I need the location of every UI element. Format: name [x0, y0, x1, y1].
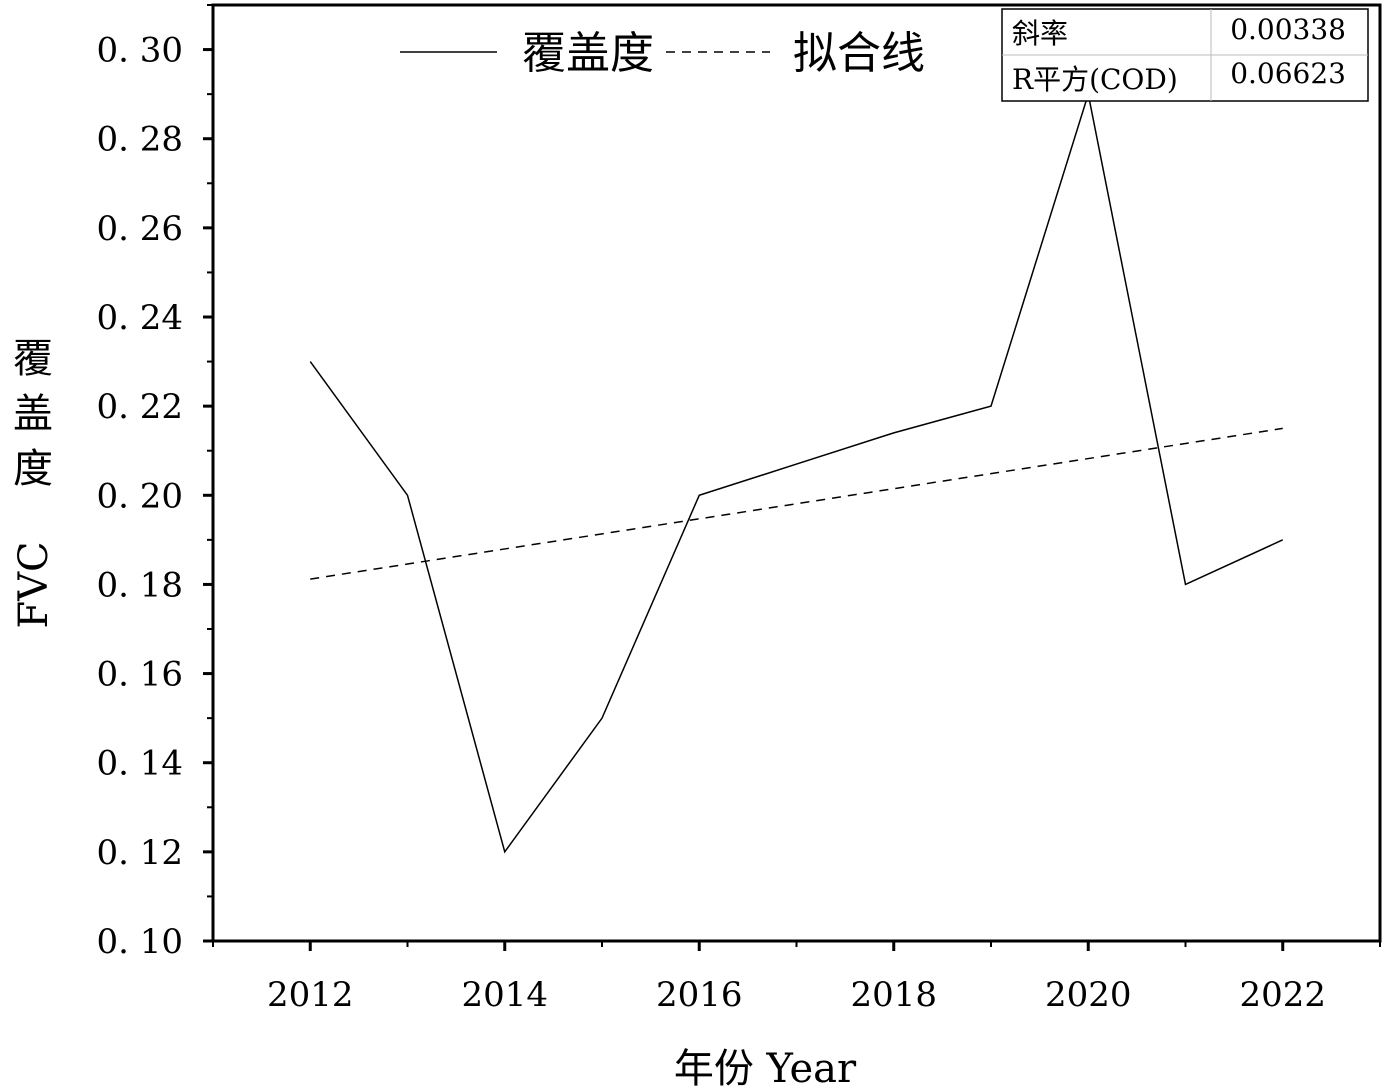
- stats-r2-value: 0.06623: [1230, 57, 1346, 90]
- y-axis-ticks: 0. 10 0. 12 0. 14 0. 16 0. 18 0. 20 0. 22 0. 24…: [96, 4, 213, 962]
- stats-r2-label: R平方(COD): [1012, 63, 1178, 96]
- legend: 覆盖度 拟合线: [400, 28, 925, 79]
- y-tick-label: 0. 16: [96, 655, 183, 695]
- y-axis-title: 覆 盖 度 FVC: [11, 336, 57, 629]
- x-tick-label: 2022: [1239, 975, 1326, 1015]
- y-tick-label: 0. 12: [96, 833, 183, 873]
- stats-slope-value: 0.00338: [1230, 13, 1346, 46]
- y-tick-label: 0. 20: [96, 476, 183, 516]
- x-tick-label: 2020: [1045, 975, 1132, 1015]
- y-tick-label: 0. 24: [96, 298, 183, 338]
- fvc-series-line: [309, 93, 1284, 854]
- x-tick-label: 2018: [850, 975, 937, 1015]
- plot-frame: [211, 3, 1382, 943]
- stats-table: 斜率 0.00338 R平方(COD) 0.06623: [1001, 8, 1369, 102]
- y-tick-label: 0. 18: [96, 565, 183, 605]
- y-tick-label: 0. 26: [96, 209, 183, 249]
- legend-label-fit: 拟合线: [793, 28, 925, 79]
- y-axis-title-en: FVC: [11, 541, 57, 628]
- y-tick-label: 0. 10: [96, 922, 183, 962]
- series-layer: [309, 93, 1284, 854]
- legend-label-fvc: 覆盖度: [522, 28, 654, 79]
- y-tick-label: 0. 30: [96, 31, 183, 71]
- y-tick-label: 0. 28: [96, 120, 183, 160]
- x-axis-title: 年份 Year: [674, 1046, 857, 1089]
- y-axis-title-char-2: 盖: [13, 391, 53, 437]
- fit-series-line: [310, 427, 1283, 580]
- x-axis-ticks: 2012 2014 2016 2018 2020 2022: [212, 941, 1381, 1015]
- x-tick-label: 2012: [267, 975, 354, 1015]
- x-tick-label: 2014: [461, 975, 548, 1015]
- y-axis-title-char-1: 覆: [13, 336, 53, 382]
- x-tick-label: 2016: [656, 975, 743, 1015]
- stats-slope-label: 斜率: [1012, 17, 1068, 50]
- y-tick-label: 0. 14: [96, 744, 183, 784]
- y-axis-title-char-3: 度: [13, 446, 53, 492]
- y-tick-label: 0. 22: [96, 387, 183, 427]
